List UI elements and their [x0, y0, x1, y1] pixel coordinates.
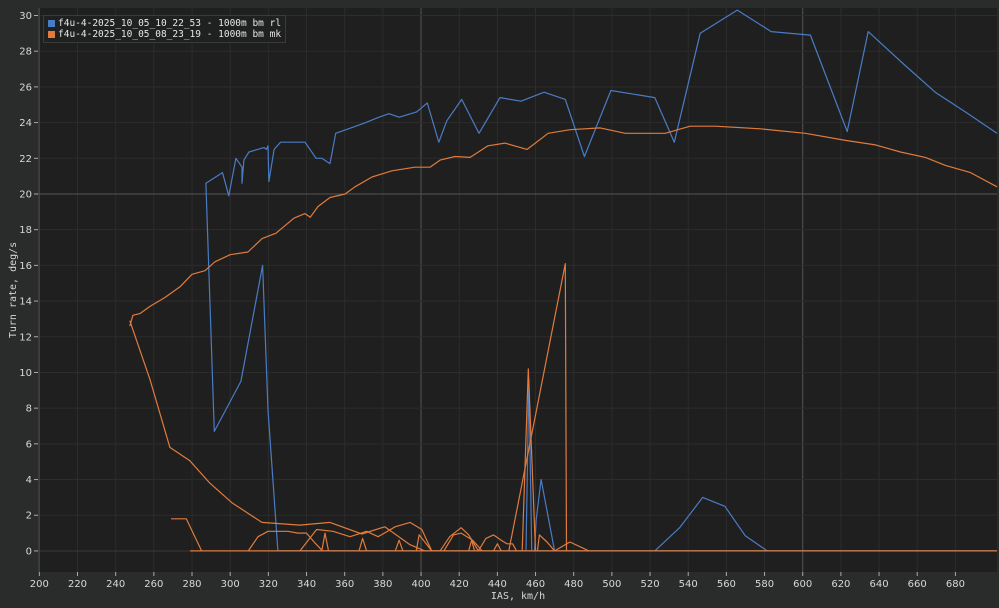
legend: f4u-4-2025_10_05_10_22_53 - 1000m bm rl …	[43, 15, 287, 43]
x-tick-label: 500	[602, 579, 621, 590]
y-tick-label: 2	[26, 511, 32, 522]
y-tick-label: 20	[19, 189, 32, 200]
y-tick-label: 4	[26, 475, 32, 486]
axis-ticks: 200 220 240 260 280 300 320 340 360 380 400 420 440 4…	[19, 8, 965, 590]
x-tick-label: 360	[335, 579, 354, 590]
y-tick-label: 12	[19, 332, 32, 343]
x-tick-label: 260	[144, 579, 163, 590]
x-tick-label: 440	[488, 579, 507, 590]
series-1-line	[654, 496, 768, 552]
y-axis-label: Turn rate, deg/s	[8, 242, 19, 338]
x-tick-label: 460	[526, 579, 545, 590]
series-2-line	[468, 539, 476, 552]
legend-item: f4u-4-2025_10_05_08_23_19 - 1000m bm mk	[48, 29, 281, 40]
y-tick-label: 14	[19, 297, 32, 308]
y-tick-label: 10	[19, 368, 32, 379]
legend-item: f4u-4-2025_10_05_10_22_53 - 1000m bm rl	[48, 18, 281, 29]
x-tick-label: 660	[908, 579, 927, 590]
series-2-line	[358, 537, 368, 552]
x-tick-label: 280	[182, 579, 201, 590]
x-tick-label: 420	[450, 579, 469, 590]
series-2-line	[129, 125, 998, 327]
x-tick-label: 520	[640, 579, 659, 590]
y-tick-label: 6	[26, 439, 32, 450]
x-axis-label: IAS, km/h	[491, 591, 545, 602]
series-2-line	[171, 518, 203, 552]
y-tick-label: 28	[19, 47, 32, 58]
y-tick-label: 16	[19, 261, 32, 272]
x-tick-label: 340	[297, 579, 316, 590]
x-tick-label: 480	[564, 579, 583, 590]
series-2-line	[443, 532, 483, 552]
y-tick-label: 8	[26, 404, 32, 415]
series-2-line	[415, 534, 433, 552]
series-2-line	[492, 543, 502, 552]
series-lines	[129, 9, 998, 552]
y-tick-label: 26	[19, 82, 32, 93]
y-tick-label: 22	[19, 154, 32, 165]
series-2-line	[321, 532, 330, 552]
series-1-line	[205, 9, 998, 551]
x-tick-label: 600	[793, 579, 812, 590]
y-tick-label: 30	[19, 11, 32, 22]
series-2-line	[394, 539, 404, 552]
legend-label: f4u-4-2025_10_05_08_23_19 - 1000m bm mk	[58, 29, 282, 40]
plot-area	[38, 8, 997, 572]
legend-swatch	[48, 31, 55, 38]
x-tick-label: 400	[411, 579, 430, 590]
series-2-line	[432, 527, 479, 552]
x-tick-label: 220	[68, 579, 87, 590]
x-tick-label: 560	[717, 579, 736, 590]
series-2-line	[508, 263, 568, 552]
series-2-line	[477, 534, 518, 552]
x-tick-label: 320	[259, 579, 278, 590]
series-2-line	[521, 368, 537, 551]
series-2-line	[299, 521, 433, 552]
legend-swatch	[48, 20, 55, 27]
x-tick-label: 540	[679, 579, 698, 590]
x-tick-label: 640	[870, 579, 889, 590]
x-tick-label: 580	[755, 579, 774, 590]
y-tick-label: 0	[26, 546, 32, 557]
x-tick-label: 300	[221, 579, 240, 590]
y-tick-label: 24	[19, 118, 32, 129]
series-2-line	[554, 541, 590, 552]
series-2-line	[247, 530, 324, 552]
x-tick-label: 620	[831, 579, 850, 590]
x-tick-label: 240	[106, 579, 125, 590]
x-tick-label: 380	[373, 579, 392, 590]
x-tick-label: 680	[946, 579, 965, 590]
legend-label: f4u-4-2025_10_05_10_22_53 - 1000m bm rl	[58, 18, 282, 29]
x-tick-label: 200	[30, 579, 49, 590]
series-2-line	[536, 534, 556, 552]
y-tick-label: 18	[19, 225, 32, 236]
series-2-line	[129, 320, 426, 552]
